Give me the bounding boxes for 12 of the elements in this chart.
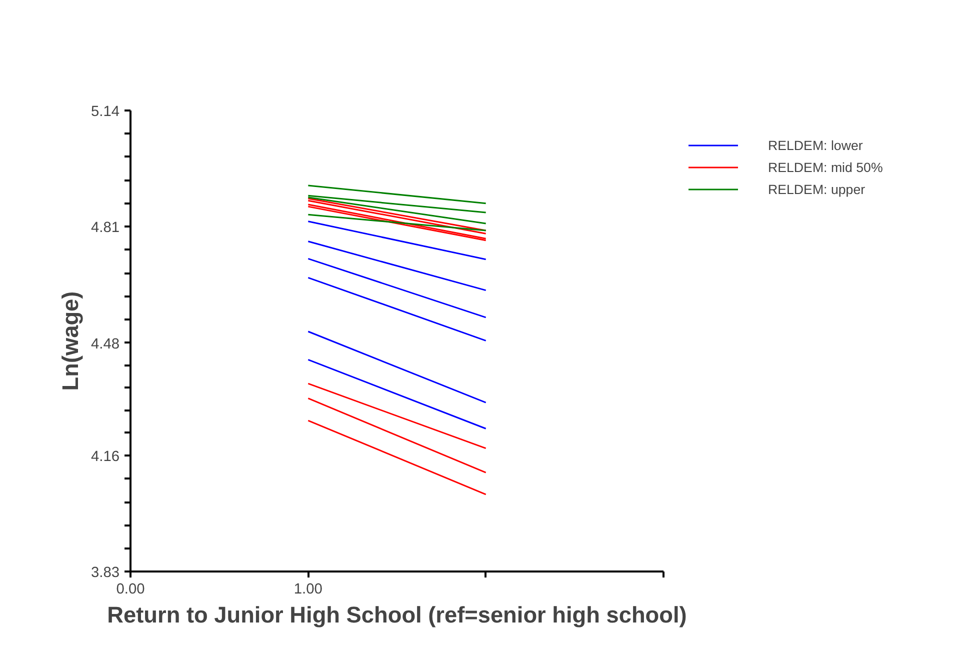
- x-tick-label: 0.00: [116, 582, 145, 598]
- x-axis-title: Return to Junior High School (ref=senior high school): [107, 602, 687, 628]
- y-tick-label: 5.14: [90, 104, 120, 120]
- y-tick-label: 4.81: [90, 220, 120, 236]
- y-tick-label: 4.48: [90, 336, 120, 352]
- legend-label: RELDEM: lower: [768, 138, 863, 152]
- legend-label: RELDEM: mid 50%: [768, 160, 883, 174]
- y-tick-label: 3.83: [90, 565, 120, 581]
- y-axis-title: Ln(wage): [56, 291, 83, 391]
- legend-label: RELDEM: upper: [768, 182, 866, 196]
- x-tick-label: 1.00: [294, 582, 322, 598]
- y-tick-label: 4.16: [90, 448, 120, 465]
